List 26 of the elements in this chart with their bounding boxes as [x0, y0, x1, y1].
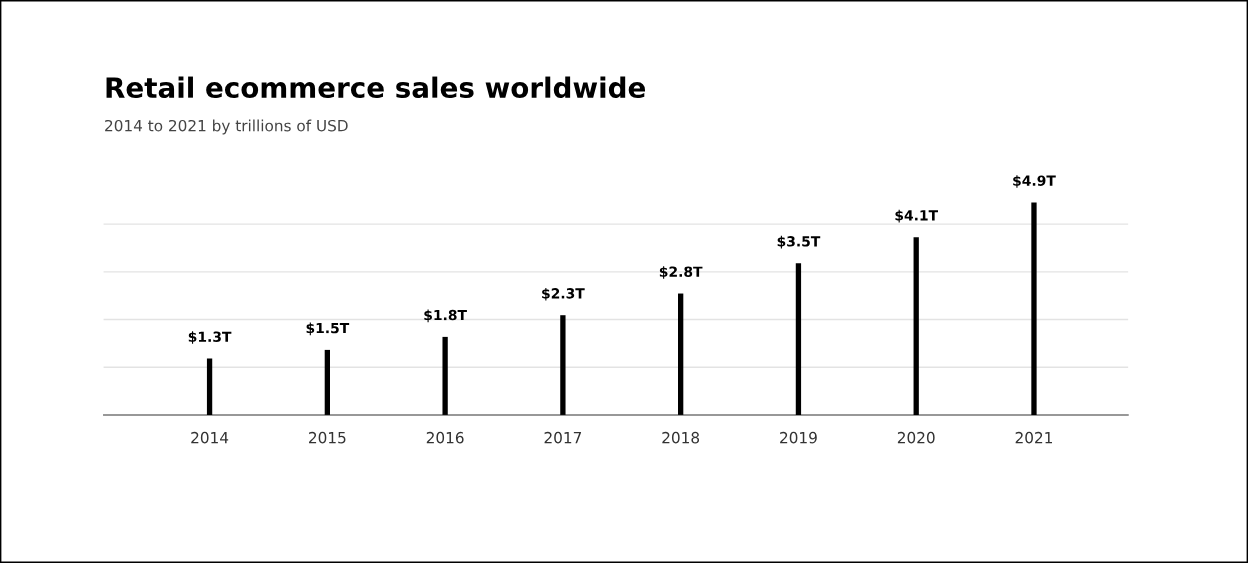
data-label: $3.5T — [777, 235, 821, 249]
data-label: $1.5T — [306, 322, 350, 336]
bar — [678, 293, 684, 415]
x-tick-label: 2018 — [662, 431, 700, 444]
x-tick-label: 2021 — [1015, 431, 1052, 444]
bar — [795, 263, 802, 415]
data-label: $1.3T — [188, 331, 232, 344]
bar — [206, 358, 213, 415]
x-tick-label: 2016 — [426, 431, 464, 444]
x-tick-label: 2020 — [897, 431, 935, 444]
x-tick-label: 2014 — [191, 431, 229, 444]
data-label: $2.3T — [542, 287, 585, 301]
bar — [324, 349, 330, 415]
chart-title: Retail ecommerce sales worldwide — [106, 76, 646, 99]
x-tick-label: 2017 — [544, 431, 582, 444]
chart-subtitle: 2014 to 2021 by trillions of USD — [105, 119, 348, 135]
data-label: $4.1T — [895, 209, 938, 223]
bar — [560, 315, 566, 415]
x-tick-label: 2015 — [309, 431, 346, 444]
data-label: $4.9T — [1013, 175, 1056, 188]
bar — [442, 336, 448, 415]
x-tick-label: 2019 — [780, 431, 817, 444]
bar — [1031, 202, 1037, 415]
data-label: $2.8T — [659, 266, 703, 279]
data-label: $1.8T — [424, 309, 467, 323]
bar — [913, 237, 919, 415]
